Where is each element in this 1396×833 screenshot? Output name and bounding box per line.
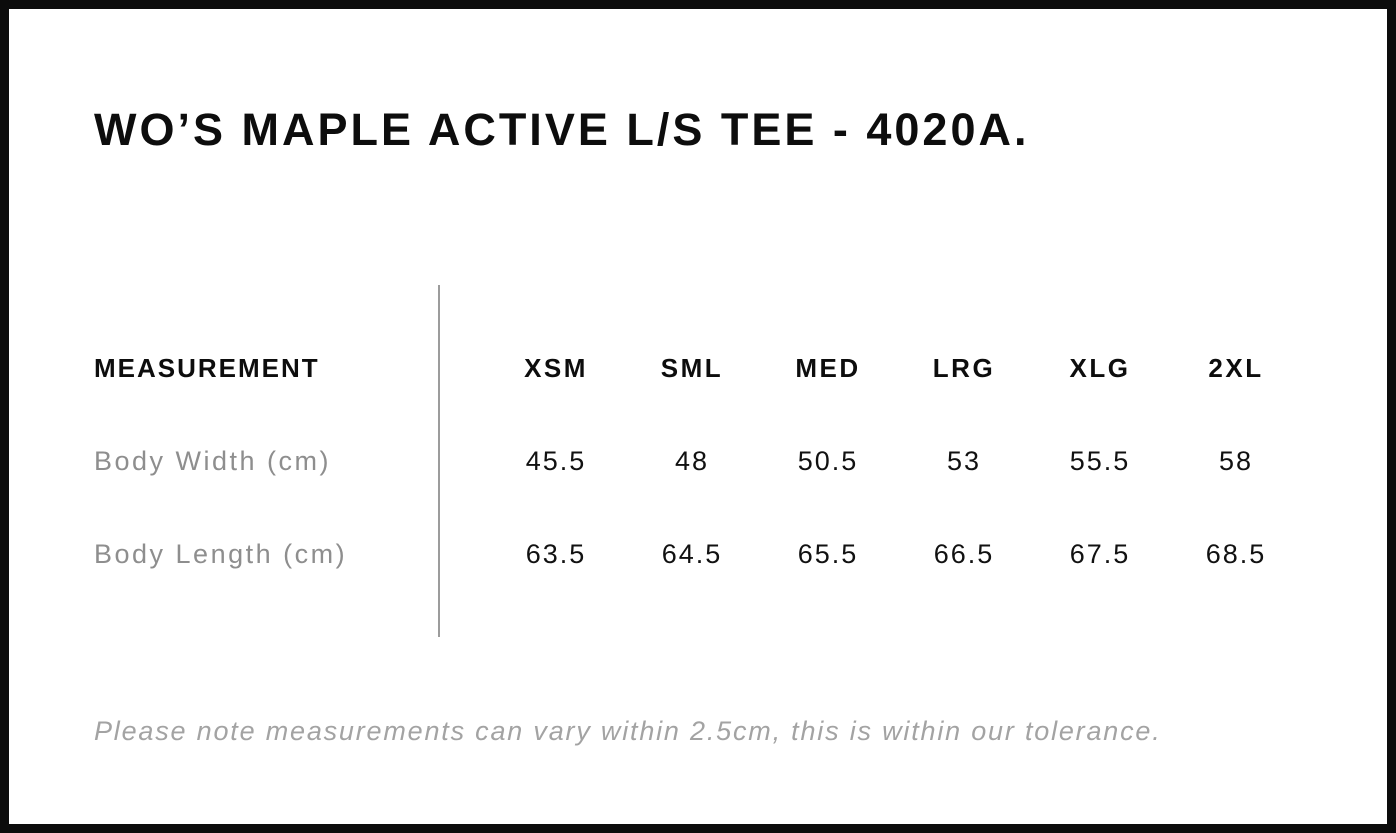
column-header-size-xsm: XSM [524,353,588,383]
body-width-value-2xl: 58 [1218,446,1254,476]
column-header-size-med: MED [795,353,861,383]
body-width-value-xsm: 45.5 [525,446,587,476]
column-header-size-2xl: 2XL [1208,353,1264,383]
body-width-value-med: 50.5 [797,446,859,476]
body-length-value-med: 65.5 [797,539,859,569]
body-length-value-xsm: 63.5 [525,539,587,569]
body-width-value-sml: 48 [674,446,710,476]
body-width-value-lrg: 53 [946,446,982,476]
row-label-body-length: Body Length (cm) [94,539,348,569]
body-length-value-lrg: 66.5 [933,539,995,569]
column-header-size-sml: SML [660,353,724,383]
column-header-size-lrg: LRG [932,353,996,383]
column-header-measurement: MEASUREMENT [94,353,320,383]
size-chart-table: MEASUREMENT XSM SML MED LRG XLG 2XL Body… [94,322,1304,601]
body-width-value-xlg: 55.5 [1069,446,1131,476]
tolerance-note: Please note measurements can vary within… [94,716,1162,746]
page-title: WO’S MAPLE ACTIVE L/S TEE - 4020A. [94,104,1030,155]
table-vertical-divider [438,285,440,637]
column-header-size-xlg: XLG [1069,353,1131,383]
body-length-value-2xl: 68.5 [1205,539,1267,569]
row-label-body-width: Body Width (cm) [94,446,332,476]
body-length-value-xlg: 67.5 [1069,539,1131,569]
body-length-value-sml: 64.5 [661,539,723,569]
